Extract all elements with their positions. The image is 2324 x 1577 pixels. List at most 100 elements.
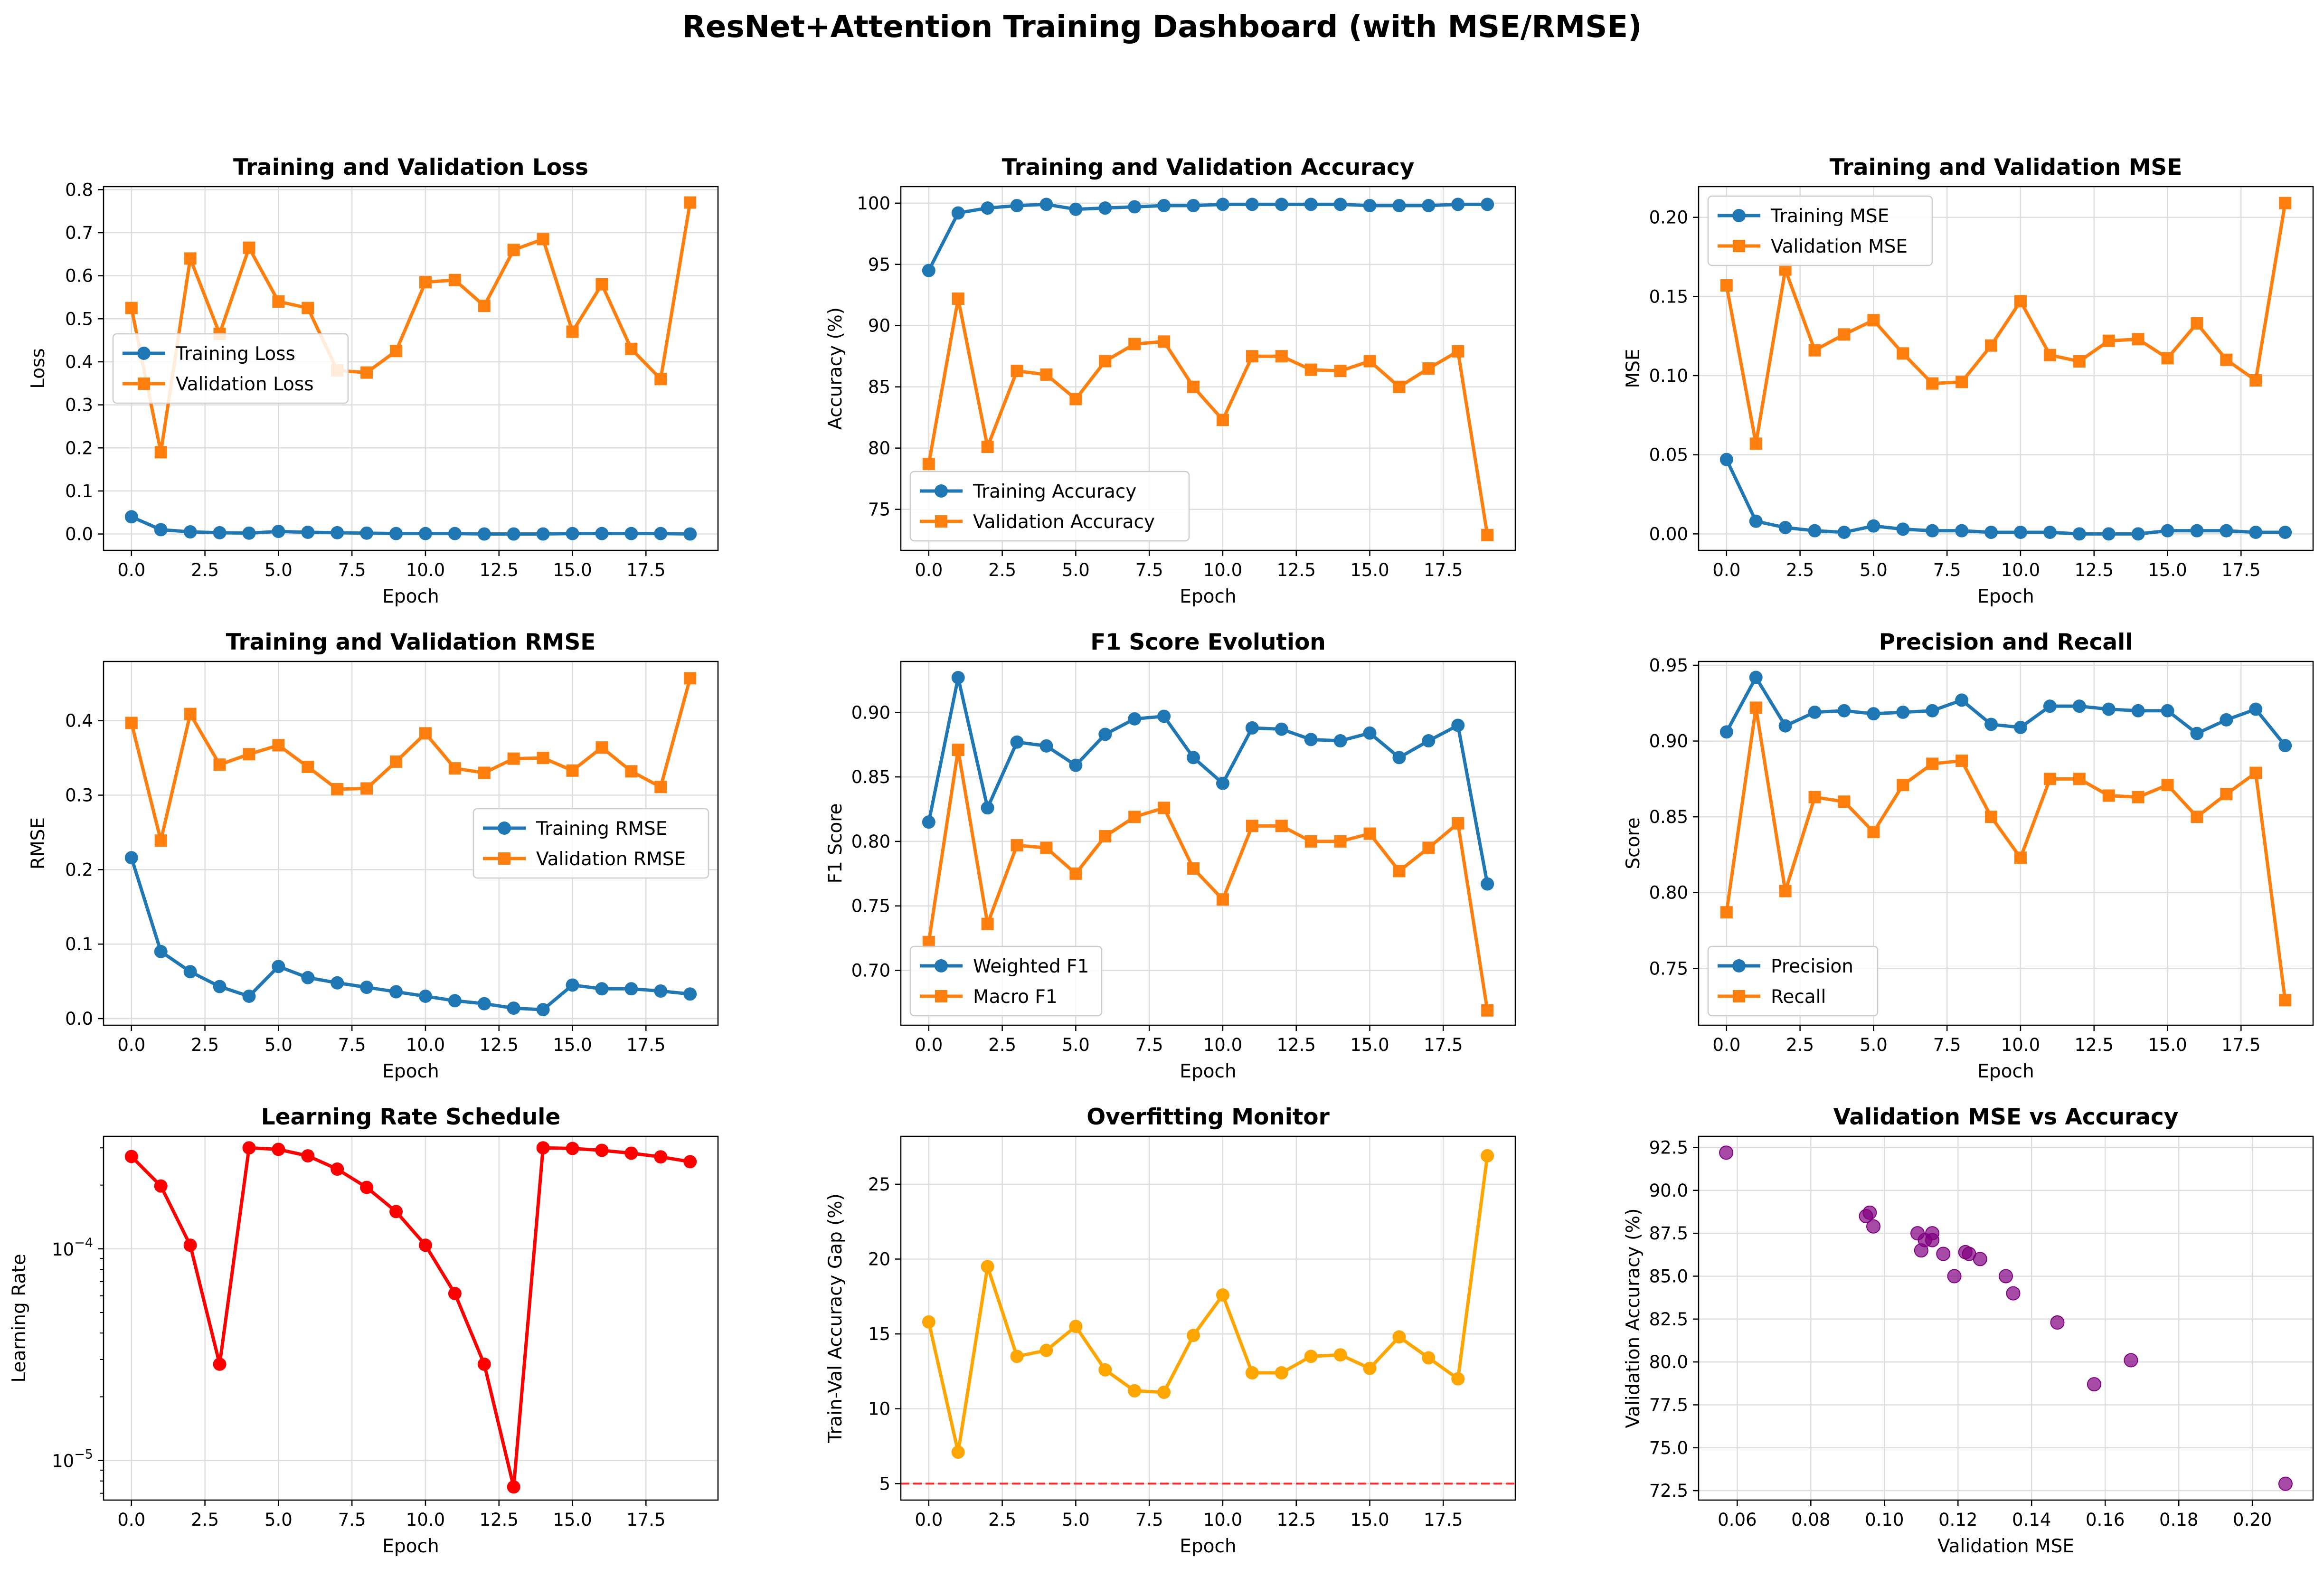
legend-marker (137, 347, 151, 360)
y-tick-label: 0.8 (65, 179, 93, 200)
y-axis-label: Accuracy (%) (825, 307, 846, 430)
y-axis-label: Loss (28, 348, 49, 389)
x-tick-label: 0.16 (2086, 1510, 2125, 1530)
legend-marker (1732, 959, 1746, 973)
data-point (1245, 1366, 1259, 1380)
x-tick-label: 5.0 (1860, 1035, 1888, 1055)
x-tick-label: 0.0 (117, 1035, 145, 1055)
data-point (1246, 820, 1258, 832)
data-point (2073, 773, 2086, 785)
data-point (1481, 1149, 1494, 1162)
grid (104, 1136, 718, 1500)
data-point (243, 241, 255, 254)
chart-title: Training and Validation Accuracy (1002, 154, 1415, 180)
plot-area (901, 1149, 1515, 1485)
y-tick-label: 10−5 (52, 1447, 93, 1472)
data-point (1393, 380, 1406, 393)
y-axis-label: Train-Val Accuracy Gap (%) (825, 1193, 846, 1443)
plot-area (1719, 197, 2292, 541)
data-point (124, 510, 138, 524)
data-point (1422, 841, 1435, 854)
data-point (951, 1445, 965, 1459)
data-point (477, 997, 491, 1010)
data-point (448, 1286, 462, 1300)
axes-frame (103, 186, 719, 551)
data-point (537, 752, 549, 765)
data-point (981, 441, 994, 453)
y-tick-label: 0.90 (1649, 731, 1688, 752)
panel-rmse: 0.0 2.5 5.0 7.5 10.0 12.5 15.0 17.5 0.0 0.1 0.2 0.3… (28, 629, 719, 1082)
data-point (2131, 704, 2145, 718)
series-line (130, 202, 692, 454)
y-tick-label: 0.0 (65, 1009, 93, 1029)
legend-marker (1732, 209, 1746, 222)
data-point (595, 982, 609, 996)
series-validation-mse (1720, 197, 2292, 450)
x-tick-label: 12.5 (1277, 560, 1316, 580)
x-axis-label: Epoch (1180, 1536, 1236, 1557)
x-tick-label: 0.08 (1791, 1510, 1830, 1530)
axes-frame (900, 1135, 1516, 1501)
data-point (1334, 835, 1347, 848)
data-point (1216, 893, 1229, 906)
legend: Training Accuracy Validation Accuracy (909, 471, 1190, 542)
data-point (566, 978, 579, 992)
series-line (927, 202, 1488, 272)
data-point (302, 760, 314, 773)
data-point (1010, 735, 1024, 749)
data-point (1973, 1252, 1987, 1266)
data-point (1452, 817, 1464, 830)
y-tick-label: 0.5 (65, 309, 93, 329)
data-point (951, 206, 965, 220)
legend-box (1707, 945, 1879, 1017)
x-tick-label: 7.5 (338, 560, 366, 580)
x-tick-label: 7.5 (1135, 1035, 1163, 1055)
x-tick-label: 0.14 (2012, 1510, 2051, 1530)
data-point (272, 525, 285, 538)
data-point (1157, 1386, 1171, 1399)
data-point (1099, 355, 1112, 368)
x-tick-label: 17.5 (2221, 560, 2260, 580)
x-tick-label: 2.5 (191, 560, 219, 580)
series-line (927, 1155, 1489, 1454)
y-tick-label: 0.85 (851, 767, 890, 787)
data-point (1393, 865, 1406, 878)
data-point (654, 1150, 668, 1164)
data-point (1779, 885, 1792, 897)
data-point (1158, 802, 1171, 814)
x-tick-label: 7.5 (338, 1035, 366, 1055)
data-point (1157, 198, 1171, 212)
data-point (1275, 350, 1288, 363)
data-point (1837, 526, 1851, 539)
data-point (272, 739, 285, 752)
dashboard-title: ResNet+Attention Training Dashboard (wit… (682, 9, 1642, 45)
axes-frame (1698, 661, 2314, 1026)
chart-title: Training and Validation RMSE (226, 629, 596, 655)
panel-loss: 0.0 2.5 5.0 7.5 10.0 12.5 15.0 17.5 0.0 0.1 0.2 0.3… (28, 154, 719, 607)
data-point (389, 985, 403, 999)
legend: Training Loss Validation Loss (112, 333, 349, 404)
y-tick-label: 20 (868, 1249, 890, 1269)
data-point (1011, 365, 1023, 378)
data-point (1246, 350, 1258, 363)
legend-label: Training RMSE (536, 818, 667, 840)
y-tick-label: 87.5 (1649, 1223, 1688, 1244)
series-training-accuracy (922, 198, 1494, 277)
x-tick-label: 5.0 (1062, 1035, 1090, 1055)
data-point (1451, 718, 1465, 732)
data-point (1040, 368, 1053, 381)
chart-title: Validation MSE vs Accuracy (1833, 1104, 2179, 1130)
data-point (1128, 338, 1141, 350)
axes-frame (103, 1135, 719, 1501)
data-point (1749, 670, 1763, 684)
data-point (418, 1238, 432, 1252)
data-point (2013, 720, 2027, 734)
y-tick-label: 80 (868, 438, 890, 459)
data-point (507, 752, 520, 765)
data-point (1010, 198, 1024, 212)
data-point (1422, 198, 1436, 212)
data-point (951, 670, 965, 684)
data-point (2072, 699, 2086, 713)
data-point (683, 527, 697, 541)
